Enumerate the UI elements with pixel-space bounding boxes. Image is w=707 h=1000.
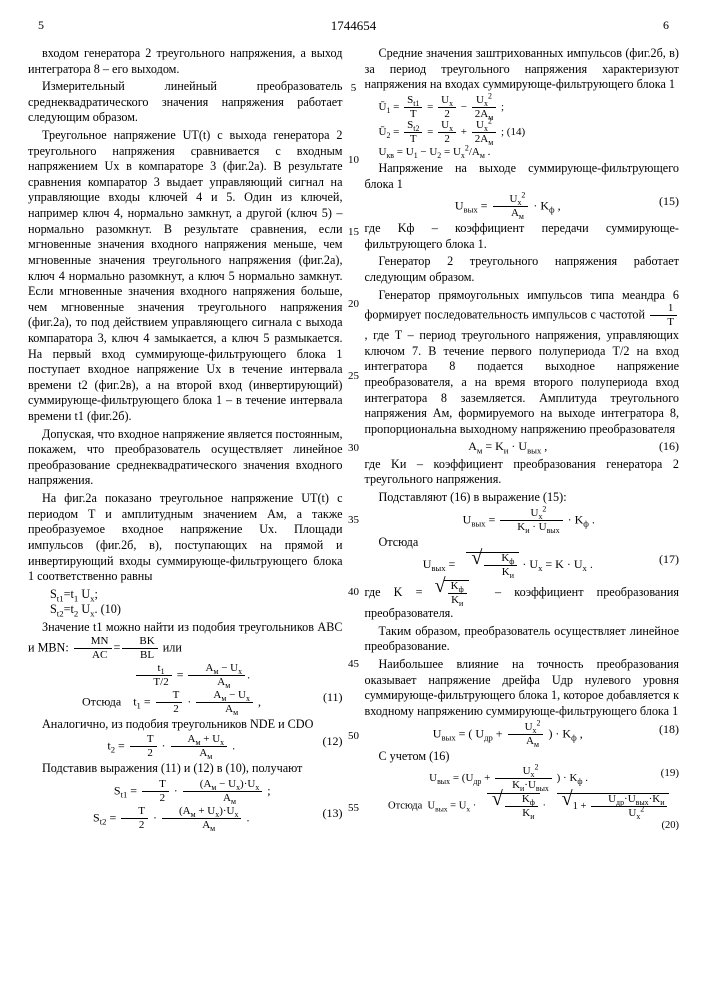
para: Аналогично, из подобия треугольников NDE… bbox=[28, 717, 343, 733]
equation: St2 = T2 · (Aм + Ux)·UxAм . (13) bbox=[28, 806, 343, 831]
para: Значение t1 можно найти из подобия треуг… bbox=[28, 620, 343, 661]
equation: Uвых = (Uдр + Ux2Kи·Uвых ) · Kф . (19) bbox=[365, 766, 680, 791]
equation: St1=t1 Ux; St2=t2 Ux. (10) bbox=[28, 587, 343, 618]
para: Генератор 2 треугольного напряжения рабо… bbox=[365, 254, 680, 285]
equation: Отсюда t1 = T2 · Aм − UxAм , (11) bbox=[28, 690, 343, 715]
equation: t1T/2 = Aм − UxAм. bbox=[28, 663, 343, 688]
equation: Aм = Kи · Uвых , (16) bbox=[365, 439, 680, 454]
para: Средние значения заштрихованных импульсо… bbox=[365, 46, 680, 93]
equation: Ū1 = St1T = Ux2 − Ux22Aм ; Ū2 = St2T = U… bbox=[365, 95, 680, 159]
para: Допуская, что входное напряжение являетс… bbox=[28, 427, 343, 489]
para: Треугольное напряжение UT(t) с выхода ге… bbox=[28, 128, 343, 425]
para: где K = √ KфKи – коэффициент преобразова… bbox=[365, 580, 680, 622]
equation: Uвых = ( Uдр + Ux2Aм ) · Kф , (18) bbox=[365, 722, 680, 747]
page-num-right: 6 bbox=[663, 18, 669, 34]
para: Таким образом, преобразователь осуществл… bbox=[365, 624, 680, 655]
para: Напряжение на выходе суммирующе-фильтрую… bbox=[365, 161, 680, 192]
equation: Uвых = Ux2Aм · Kф , (15) bbox=[365, 194, 680, 219]
equation: Uвых = Ux2Kи · Uвых · Kф . bbox=[365, 508, 680, 533]
para: Отсюда bbox=[365, 535, 680, 551]
para: Генератор прямоугольных импульсов типа м… bbox=[365, 288, 680, 438]
para: где Kи – коэффициент преобразования гене… bbox=[365, 457, 680, 488]
equation: St1 = T2 · (Aм − Ux)·UxAм ; bbox=[28, 779, 343, 804]
doc-number: 1744654 bbox=[44, 18, 663, 34]
para: Подставляют (16) в выражение (15): bbox=[365, 490, 680, 506]
para: На фиг.2а показано треугольное напряжени… bbox=[28, 491, 343, 585]
equation: Uвых = √ KфKи · Ux = K · Ux . (17) bbox=[365, 552, 680, 578]
equation: t2 = T2 · Aм + UxAм . (12) bbox=[28, 734, 343, 759]
para: С учетом (16) bbox=[365, 749, 680, 765]
para: Измерительный линейный преобразователь с… bbox=[28, 79, 343, 126]
para: где Kф – коэффициент передачи суммирующе… bbox=[365, 221, 680, 252]
para: Подставив выражения (11) и (12) в (10), … bbox=[28, 761, 343, 777]
para: Наибольшее влияние на точность преобразо… bbox=[365, 657, 680, 719]
body-text: входом генератора 2 треугольного напряже… bbox=[28, 46, 679, 833]
para: входом генератора 2 треугольного напряже… bbox=[28, 46, 343, 77]
equation: Отсюда Uвых = Ux · √ KфKи · √ 1 + Uдр·Uв… bbox=[365, 793, 680, 819]
